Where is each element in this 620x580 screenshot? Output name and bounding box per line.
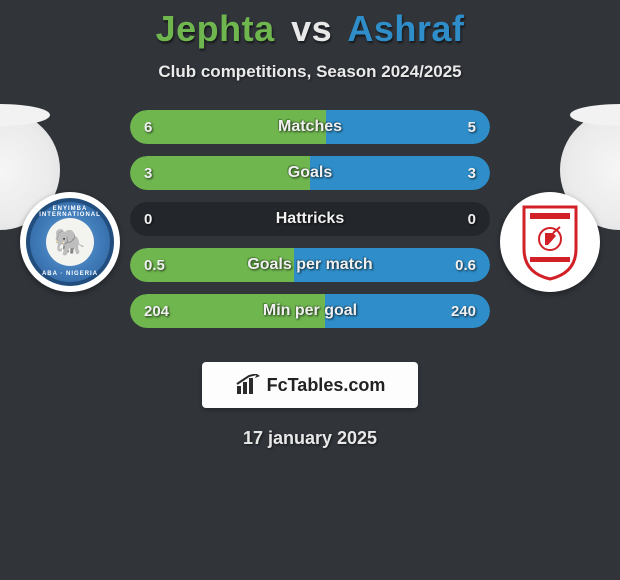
player-head-right [570,104,620,126]
crest-left-text-bot: ABA · NIGERIA [30,271,110,277]
stat-fill-right [325,294,490,328]
player-head-left [0,104,50,126]
club-crest-left: ENYIMBA INTERNATIONAL 🐘 ABA · NIGERIA [26,198,114,286]
club-crest-right [520,203,580,281]
stat-fill-right [294,248,490,282]
stat-fill-left [130,110,326,144]
club-badge-left: ENYIMBA INTERNATIONAL 🐘 ABA · NIGERIA [20,192,120,292]
stat-fill-left [130,156,310,190]
comparison-title: Jephta vs Ashraf [0,0,620,50]
stat-label: Hattricks [130,202,490,236]
stat-row: 0 0Hattricks [130,202,490,236]
stat-row: 204240Min per goal [130,294,490,328]
stat-fill-left [130,294,325,328]
elephant-icon: 🐘 [46,218,94,266]
snapshot-date: 17 january 2025 [0,428,620,449]
brand-badge: FcTables.com [202,362,418,408]
comparison-stage: ENYIMBA INTERNATIONAL 🐘 ABA · NIGERIA 65… [0,110,620,340]
bar-chart-icon [235,374,261,396]
brand-text: FcTables.com [267,375,386,396]
stat-fill-left [130,248,294,282]
title-player2: Ashraf [347,8,464,49]
club-badge-right [500,192,600,292]
stat-row: 33Goals [130,156,490,190]
stat-value-left: 0 [144,202,152,236]
crest-left-text-top: ENYIMBA INTERNATIONAL [30,206,110,218]
title-vs: vs [291,8,332,49]
stat-row: 0.50.6Goals per match [130,248,490,282]
stat-bars: 65Matches 33Goals 0 0Hattricks 0.50.6Goals p… [130,110,490,340]
stat-fill-right [326,110,490,144]
stat-value-right: 0 [468,202,476,236]
stat-row: 65Matches [130,110,490,144]
title-player1: Jephta [156,8,275,49]
subtitle: Club competitions, Season 2024/2025 [0,62,620,82]
stat-fill-right [310,156,490,190]
